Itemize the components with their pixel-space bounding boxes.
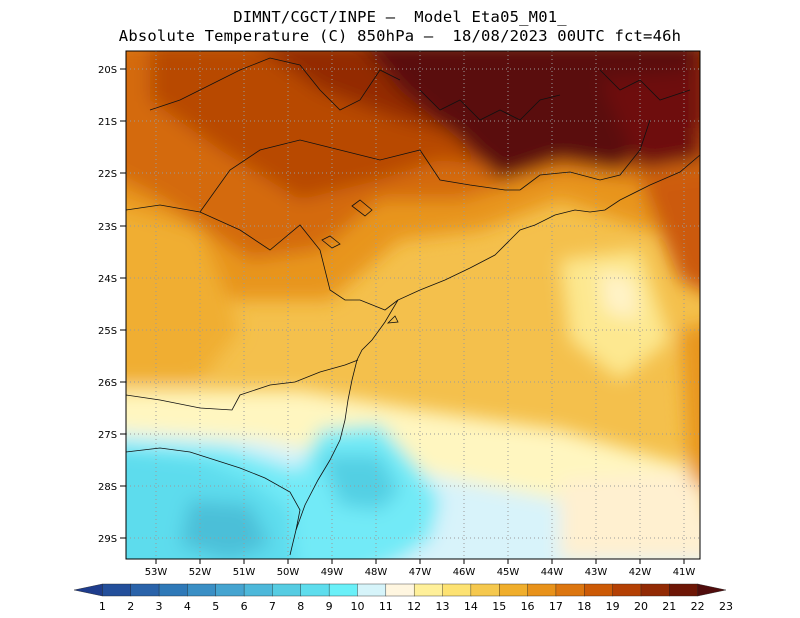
colorbar-label: 4	[184, 600, 191, 613]
colorbar-label: 16	[521, 600, 535, 613]
colorbar-label: 14	[464, 600, 478, 613]
colorbar-label: 7	[269, 600, 276, 613]
colorbar-swatch	[385, 583, 415, 597]
border-sp-mg	[199, 139, 520, 213]
colorbar-swatch	[328, 583, 358, 597]
border-sc-pr	[126, 359, 359, 411]
colorbar-swatch	[130, 583, 160, 597]
colorbar-label: 21	[662, 600, 676, 613]
colorbar-swatch	[527, 583, 557, 597]
lat-label-25s: 25S	[98, 326, 117, 337]
lon-ticks	[155, 559, 685, 564]
lat-ticks	[120, 68, 126, 539]
colorbar-label: 23	[719, 600, 733, 613]
lon-label-51w: 51W	[233, 567, 256, 578]
colorbar-swatch	[442, 583, 472, 597]
colorbar-label: 1	[99, 600, 106, 613]
colorbar-swatch	[102, 583, 132, 597]
map-frame	[125, 50, 701, 560]
graticule	[126, 51, 700, 559]
colorbar-swatch	[300, 583, 330, 597]
lat-label-28s: 28S	[98, 482, 117, 493]
colorbar-label: 12	[407, 600, 421, 613]
lat-label-20s: 20S	[98, 65, 117, 76]
lat-label-26s: 26S	[98, 378, 117, 389]
colorbar-swatch	[669, 583, 699, 597]
lon-label-49w: 49W	[321, 567, 344, 578]
border-mg-rj	[519, 119, 651, 191]
colorbar-label: 8	[297, 600, 304, 613]
colorbar-swatch	[612, 583, 642, 597]
lat-labels: 20S 21S 22S 23S 24S 25S 26S 27S 28S 29S	[98, 65, 117, 545]
colorbar-label: 20	[634, 600, 648, 613]
colorbar-swatch	[357, 583, 387, 597]
colorbar-label: 5	[212, 600, 219, 613]
colorbar-label: 15	[492, 600, 506, 613]
lon-label-47w: 47W	[409, 567, 432, 578]
colorbar-swatch	[697, 583, 727, 597]
colorbar-swatch	[158, 583, 188, 597]
colorbar-swatch	[215, 583, 245, 597]
lat-label-22s: 22S	[98, 169, 117, 180]
colorbar-label: 3	[156, 600, 163, 613]
lon-label-45w: 45W	[497, 567, 520, 578]
colorbar-swatch	[640, 583, 670, 597]
colorbar-swatch	[73, 583, 103, 597]
colorbar-swatch	[499, 583, 529, 597]
border-mg-go	[149, 57, 401, 111]
coastline	[289, 154, 700, 556]
lat-label-29s: 29S	[98, 534, 117, 545]
lon-label-42w: 42W	[629, 567, 652, 578]
colorbar-swatch	[243, 583, 273, 597]
border-north	[419, 89, 561, 121]
colorbar-label: 11	[379, 600, 393, 613]
colorbar-label: 18	[577, 600, 591, 613]
lon-labels: 53W 52W 51W 50W 49W 48W 47W 46W 45W 44W …	[145, 567, 696, 578]
colorbar-label: 19	[606, 600, 620, 613]
colorbar-label: 17	[549, 600, 563, 613]
colorbar-swatch	[584, 583, 614, 597]
border-pr-sp	[126, 204, 399, 311]
lat-label-21s: 21S	[98, 117, 117, 128]
lon-label-43w: 43W	[585, 567, 608, 578]
lon-label-41w: 41W	[673, 567, 696, 578]
colorbar: 1 2 3 4 5 6 7 8 9 10 11 12 13 14 15 16 17 18 19 20 21 22 23	[73, 583, 733, 613]
reservoir-2	[321, 235, 341, 249]
temperature-field	[126, 51, 700, 559]
colorbar-label: 22	[691, 600, 705, 613]
colorbar-label: 9	[326, 600, 333, 613]
title-line-2: Absolute Temperature (C) 850hPa – 18/08/…	[118, 27, 682, 45]
lon-label-48w: 48W	[365, 567, 388, 578]
reservoir-1	[351, 199, 373, 217]
colorbar-label: 13	[436, 600, 450, 613]
lat-label-24s: 24S	[98, 274, 117, 285]
colorbar-swatch	[187, 583, 217, 597]
island	[386, 315, 399, 324]
colorbar-label: 10	[350, 600, 364, 613]
colorbar-swatch	[413, 583, 444, 597]
lat-label-23s: 23S	[98, 222, 117, 233]
colorbar-swatch	[470, 583, 500, 597]
lon-label-50w: 50W	[277, 567, 300, 578]
lon-label-52w: 52W	[189, 567, 212, 578]
lon-label-46w: 46W	[453, 567, 476, 578]
colorbar-swatch	[555, 583, 585, 597]
colorbar-label: 2	[127, 600, 134, 613]
border-rs-sc	[126, 447, 301, 531]
lon-label-44w: 44W	[541, 567, 564, 578]
coastline-borders	[126, 57, 700, 556]
colorbar-swatch	[272, 583, 302, 597]
colorbar-label: 6	[241, 600, 248, 613]
lon-label-53w: 53W	[145, 567, 168, 578]
border-east	[599, 69, 691, 101]
lat-label-27s: 27S	[98, 430, 117, 441]
title-line-1: DIMNT/CGCT/INPE – Model Eta05_M01_	[233, 8, 567, 26]
